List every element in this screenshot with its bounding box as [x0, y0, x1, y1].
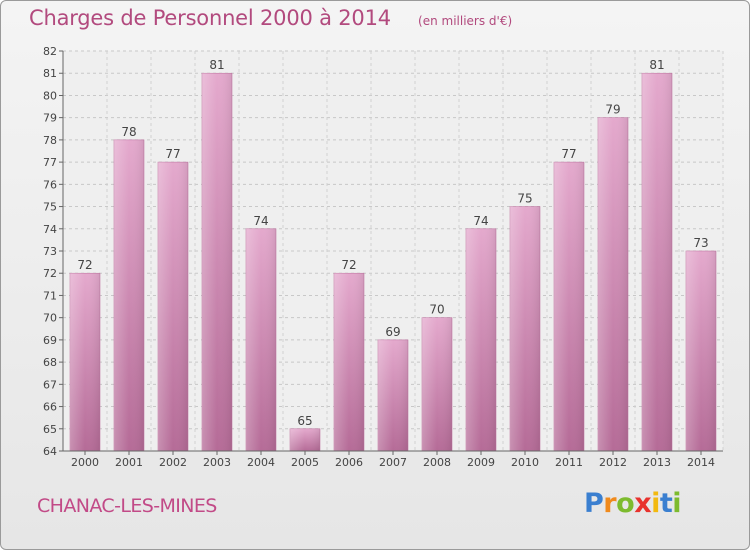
bar-value-label: 70	[429, 303, 444, 317]
y-tick-label: 71	[43, 289, 57, 302]
x-tick-label: 2008	[423, 456, 451, 469]
bar-value-label: 78	[121, 125, 136, 139]
x-tick-label: 2007	[379, 456, 407, 469]
y-tick-label: 79	[43, 112, 57, 125]
y-tick-label: 82	[43, 45, 57, 58]
x-tick-label: 2014	[687, 456, 715, 469]
x-tick-label: 2000	[71, 456, 99, 469]
y-tick-label: 69	[43, 334, 57, 347]
y-tick-label: 66	[43, 401, 57, 414]
bar-value-label: 77	[561, 147, 576, 161]
x-tick-label: 2011	[555, 456, 583, 469]
y-tick-label: 74	[43, 223, 57, 236]
logo-letter: r	[603, 488, 617, 519]
bar-highlight	[202, 73, 232, 451]
y-tick-label: 68	[43, 356, 57, 369]
commune-name: CHANAC-LES-MINES	[37, 495, 217, 517]
x-tick-label: 2006	[335, 456, 363, 469]
logo-letter: x	[634, 488, 652, 519]
bar-highlight	[466, 228, 496, 451]
y-tick-label: 64	[43, 445, 57, 458]
bar-value-label: 81	[649, 58, 664, 72]
bar-highlight	[70, 273, 100, 451]
y-tick-label: 80	[43, 89, 57, 102]
bar-highlight	[642, 73, 672, 451]
bar-value-label: 74	[473, 214, 488, 228]
bar-highlight	[114, 139, 144, 451]
bar-highlight	[510, 206, 540, 451]
x-tick-label: 2012	[599, 456, 627, 469]
y-tick-label: 73	[43, 245, 57, 258]
bar-highlight	[686, 251, 716, 451]
bar-value-label: 79	[605, 103, 620, 117]
bar-highlight	[554, 162, 584, 451]
bar-value-label: 74	[253, 214, 268, 228]
y-tick-label: 78	[43, 134, 57, 147]
logo-letter: t	[659, 488, 673, 519]
y-tick-label: 70	[43, 312, 57, 325]
chart-title: Charges de Personnel 2000 à 2014	[29, 6, 391, 30]
bar-highlight	[334, 273, 364, 451]
bar-value-label: 69	[385, 325, 400, 339]
logo-letter: o	[616, 488, 635, 519]
logo-letter: i	[651, 488, 660, 519]
y-tick-label: 72	[43, 267, 57, 280]
x-tick-label: 2013	[643, 456, 671, 469]
bar-highlight	[246, 228, 276, 451]
y-tick-label: 67	[43, 378, 57, 391]
logo-letter: i	[672, 488, 682, 519]
x-tick-label: 2002	[159, 456, 187, 469]
bar-value-label: 72	[77, 258, 92, 272]
bar-highlight	[158, 162, 188, 451]
bar-value-label: 72	[341, 258, 356, 272]
bar-highlight	[378, 339, 408, 451]
bar-value-label: 73	[693, 236, 708, 250]
y-tick-label: 76	[43, 178, 57, 191]
y-tick-label: 81	[43, 67, 57, 80]
y-tick-label: 77	[43, 156, 57, 169]
y-tick-label: 65	[43, 423, 57, 436]
logo-letter: P	[584, 488, 604, 519]
x-tick-label: 2004	[247, 456, 275, 469]
bar-highlight	[290, 428, 320, 451]
bar-value-label: 75	[517, 192, 532, 206]
x-tick-label: 2005	[291, 456, 319, 469]
x-tick-label: 2001	[115, 456, 143, 469]
x-tick-label: 2003	[203, 456, 231, 469]
bar-value-label: 77	[165, 147, 180, 161]
x-tick-label: 2009	[467, 456, 495, 469]
x-tick-label: 2010	[511, 456, 539, 469]
y-tick-label: 75	[43, 201, 57, 214]
title-row: Charges de Personnel 2000 à 2014 (en mil…	[29, 6, 512, 30]
bar-value-label: 65	[297, 414, 312, 428]
bar-value-label: 81	[209, 58, 224, 72]
chart-subtitle: (en milliers d'€)	[418, 14, 513, 28]
bar-highlight	[422, 317, 452, 451]
proxiti-logo: Proxiti	[584, 488, 682, 519]
bar-highlight	[598, 117, 628, 452]
